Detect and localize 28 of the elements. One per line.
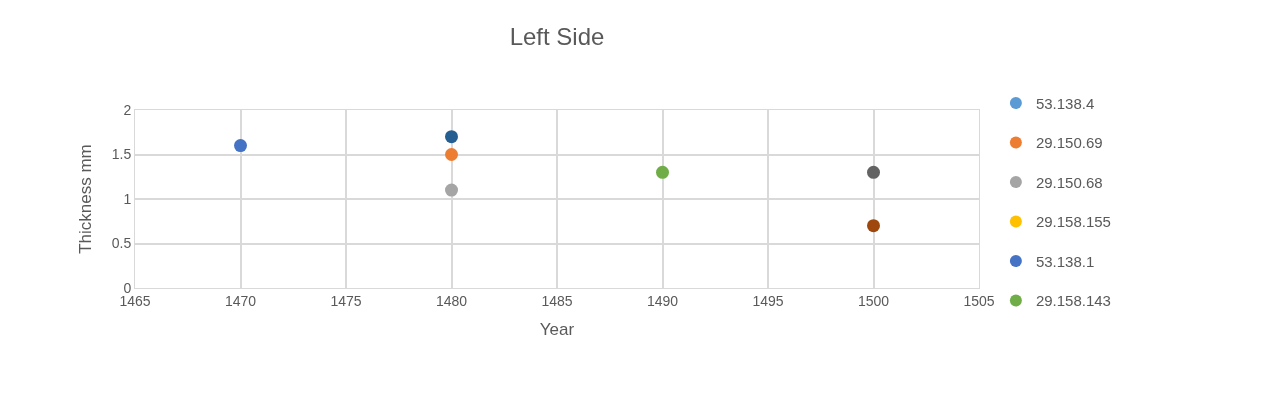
x-tick-label: 1505 (963, 292, 995, 309)
y-tick-label: 2 (123, 101, 132, 118)
point (445, 183, 458, 197)
y-tick-label: 0.5 (111, 235, 132, 252)
x-tick-label: 1470 (224, 292, 257, 309)
point (445, 130, 458, 144)
x-axis-title: Year (539, 320, 575, 340)
legend-label: 29.150.68 (1035, 173, 1103, 191)
point (867, 165, 880, 179)
x-tick-label: 1495 (752, 292, 784, 309)
legend-label: 29.158.143 (1035, 292, 1111, 310)
point (656, 165, 669, 179)
legend-label: 29.150.69 (1035, 134, 1103, 152)
legend-label: 53.138.4 (1035, 94, 1095, 112)
x-tick-label: 1480 (435, 292, 468, 309)
y-tick-label: 1.5 (111, 146, 132, 163)
chart-title: Left Side (509, 22, 605, 50)
x-tick-label: 1485 (541, 292, 573, 309)
x-tick-label: 1500 (857, 292, 890, 309)
y-axis-title: Thickness mm (76, 144, 96, 254)
y-tick-label: 1 (123, 190, 132, 207)
x-tick-label: 1490 (646, 292, 679, 309)
point (445, 148, 458, 161)
x-tick-label: 1475 (330, 292, 362, 309)
legend-label: 53.138.1 (1035, 252, 1095, 270)
legend-label: 29.158.155 (1035, 213, 1111, 231)
point (867, 219, 880, 233)
point (234, 139, 247, 153)
